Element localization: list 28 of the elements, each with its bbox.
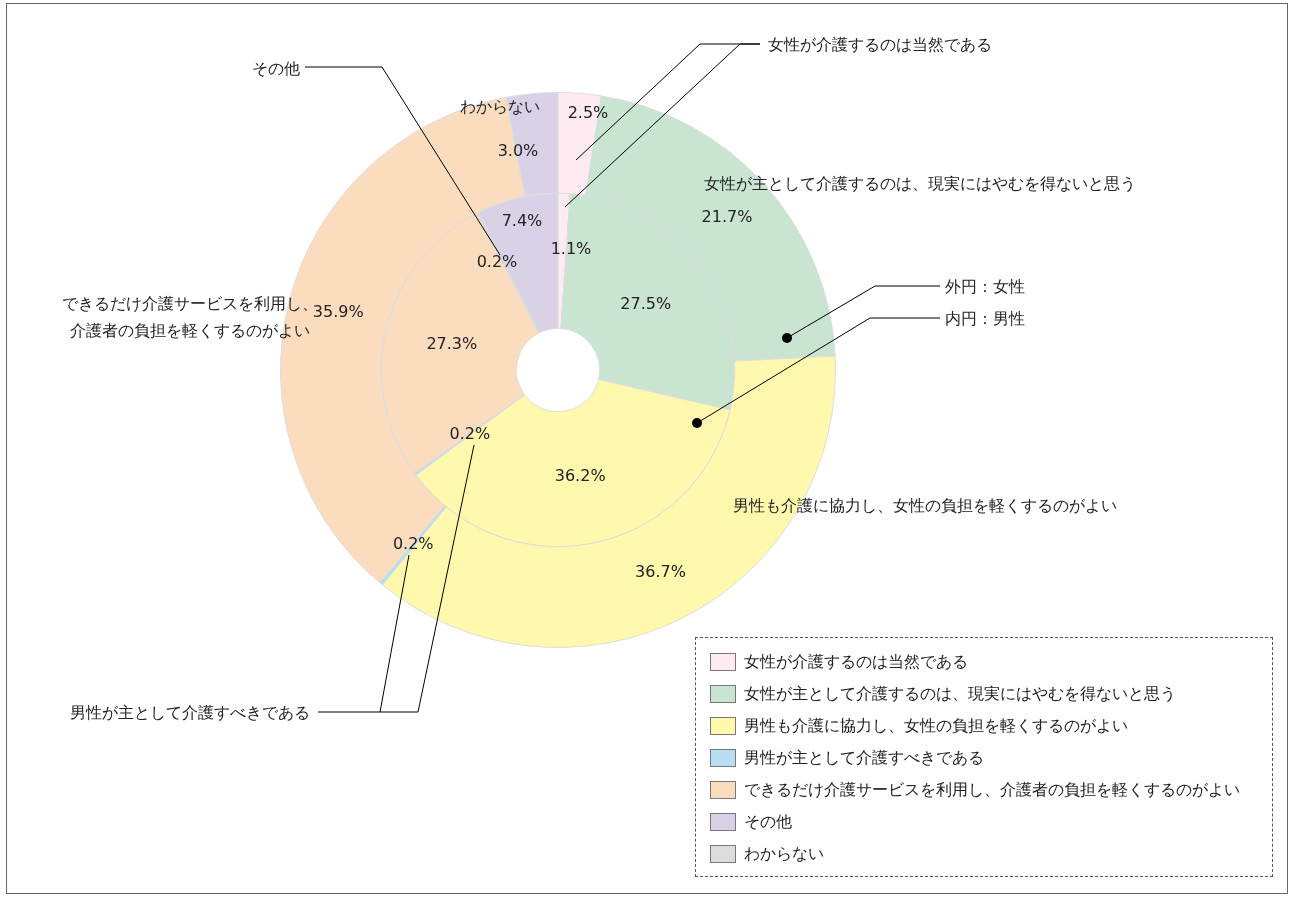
text: 女性が介護するのは当然である [768, 35, 992, 55]
legend-label: 女性が介護するのは当然である [744, 651, 968, 673]
data-label: 36.2% [554, 466, 606, 486]
text: 男性が主として介護すべきである [70, 703, 310, 723]
slice-label: 外円：女性 [945, 277, 1025, 297]
text: その他 [252, 59, 300, 79]
text: 男性も介護に協力し、女性の負担を軽くするのがよい [733, 496, 1117, 516]
legend-label: 女性が主として介護するのは、現実にはやむを得ないと思う [744, 683, 1176, 705]
data-label: 27.5% [620, 294, 672, 314]
legend-label: わからない [744, 843, 824, 865]
legend-label: 男性も介護に協力し、女性の負担を軽くするのがよい [744, 715, 1128, 737]
data-label: 2.5% [567, 103, 609, 123]
data-label: 3.0% [497, 141, 539, 161]
legend-label: できるだけ介護サービスを利用し、介護者の負担を軽くするのがよい [744, 779, 1240, 801]
data-label: 0.2% [392, 534, 434, 554]
legend-label: 男性が主として介護すべきである [744, 747, 984, 769]
data-label: 36.7% [635, 561, 686, 581]
text: わからない [460, 97, 540, 117]
data-label: 27.3% [426, 333, 478, 353]
data-label: 1.1% [550, 239, 592, 259]
data-label: 0.2% [476, 252, 518, 272]
text: 介護者の負担を軽くするのがよい [70, 321, 310, 341]
slice-label: 内円：男性 [945, 309, 1025, 329]
data-label: 7.4% [501, 211, 543, 231]
legend-label: その他 [744, 811, 792, 833]
text: 女性が主として介護するのは、現実にはやむを得ないと思う [704, 174, 1136, 194]
data-label: 0.2% [449, 423, 491, 443]
data-label: 21.7% [701, 207, 753, 227]
